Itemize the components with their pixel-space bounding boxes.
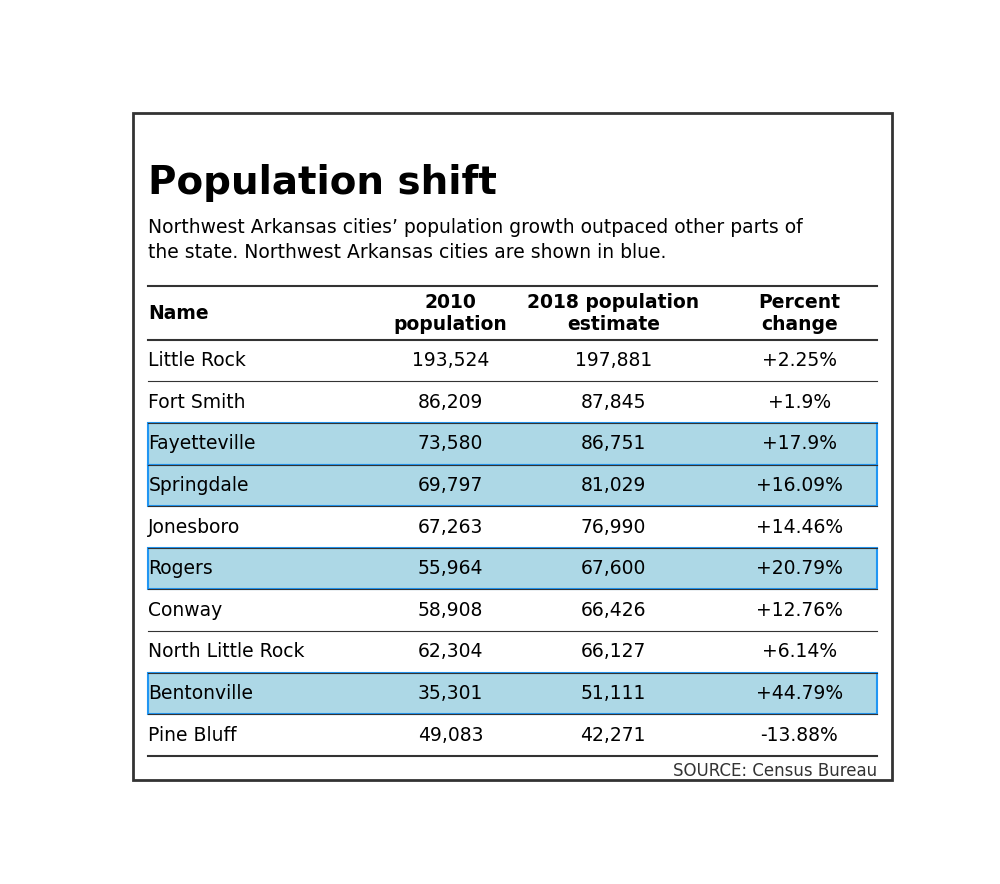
- Text: 66,127: 66,127: [581, 643, 646, 661]
- Text: 67,600: 67,600: [581, 560, 646, 578]
- Bar: [148, 673, 877, 714]
- Text: +44.79%: +44.79%: [756, 684, 843, 703]
- Text: Little Rock: Little Rock: [148, 351, 246, 370]
- Text: +6.14%: +6.14%: [762, 643, 837, 661]
- Text: 35,301: 35,301: [418, 684, 483, 703]
- Text: +2.25%: +2.25%: [762, 351, 837, 370]
- Text: 62,304: 62,304: [418, 643, 483, 661]
- Text: Bentonville: Bentonville: [148, 684, 253, 703]
- Text: +14.46%: +14.46%: [756, 517, 843, 537]
- Text: Jonesboro: Jonesboro: [148, 517, 240, 537]
- Text: Northwest Arkansas cities’ population growth outpaced other parts of
the state. : Northwest Arkansas cities’ population gr…: [148, 218, 803, 263]
- Text: North Little Rock: North Little Rock: [148, 643, 305, 661]
- Text: 51,111: 51,111: [581, 684, 646, 703]
- Text: 73,580: 73,580: [418, 434, 483, 453]
- Text: 76,990: 76,990: [581, 517, 646, 537]
- Text: Fort Smith: Fort Smith: [148, 392, 246, 412]
- Text: +17.9%: +17.9%: [762, 434, 837, 453]
- Text: 66,426: 66,426: [580, 601, 646, 620]
- Text: 86,209: 86,209: [418, 392, 483, 412]
- Bar: [148, 464, 877, 507]
- Text: +16.09%: +16.09%: [756, 476, 843, 495]
- Text: -13.88%: -13.88%: [760, 726, 838, 745]
- Bar: [148, 423, 877, 464]
- Text: +12.76%: +12.76%: [756, 601, 843, 620]
- Text: Percent
change: Percent change: [758, 293, 840, 333]
- Text: 2010
population: 2010 population: [394, 293, 507, 333]
- Text: Population shift: Population shift: [148, 164, 497, 202]
- Text: Fayetteville: Fayetteville: [148, 434, 256, 453]
- Text: Conway: Conway: [148, 601, 222, 620]
- Text: 42,271: 42,271: [580, 726, 646, 745]
- Text: 197,881: 197,881: [575, 351, 652, 370]
- Text: SOURCE: Census Bureau: SOURCE: Census Bureau: [673, 762, 877, 780]
- Text: Name: Name: [148, 303, 209, 323]
- Text: +20.79%: +20.79%: [756, 560, 843, 578]
- Text: Rogers: Rogers: [148, 560, 213, 578]
- Text: 58,908: 58,908: [418, 601, 483, 620]
- Text: Pine Bluff: Pine Bluff: [148, 726, 237, 745]
- Text: 69,797: 69,797: [418, 476, 483, 495]
- Text: 81,029: 81,029: [581, 476, 646, 495]
- Text: Springdale: Springdale: [148, 476, 249, 495]
- Text: 49,083: 49,083: [418, 726, 483, 745]
- Bar: [148, 548, 877, 590]
- Text: 86,751: 86,751: [581, 434, 646, 453]
- Text: 55,964: 55,964: [418, 560, 483, 578]
- Text: 87,845: 87,845: [580, 392, 646, 412]
- Text: 67,263: 67,263: [418, 517, 483, 537]
- Text: +1.9%: +1.9%: [768, 392, 831, 412]
- Text: 2018 population
estimate: 2018 population estimate: [527, 293, 699, 333]
- Text: 193,524: 193,524: [412, 351, 489, 370]
